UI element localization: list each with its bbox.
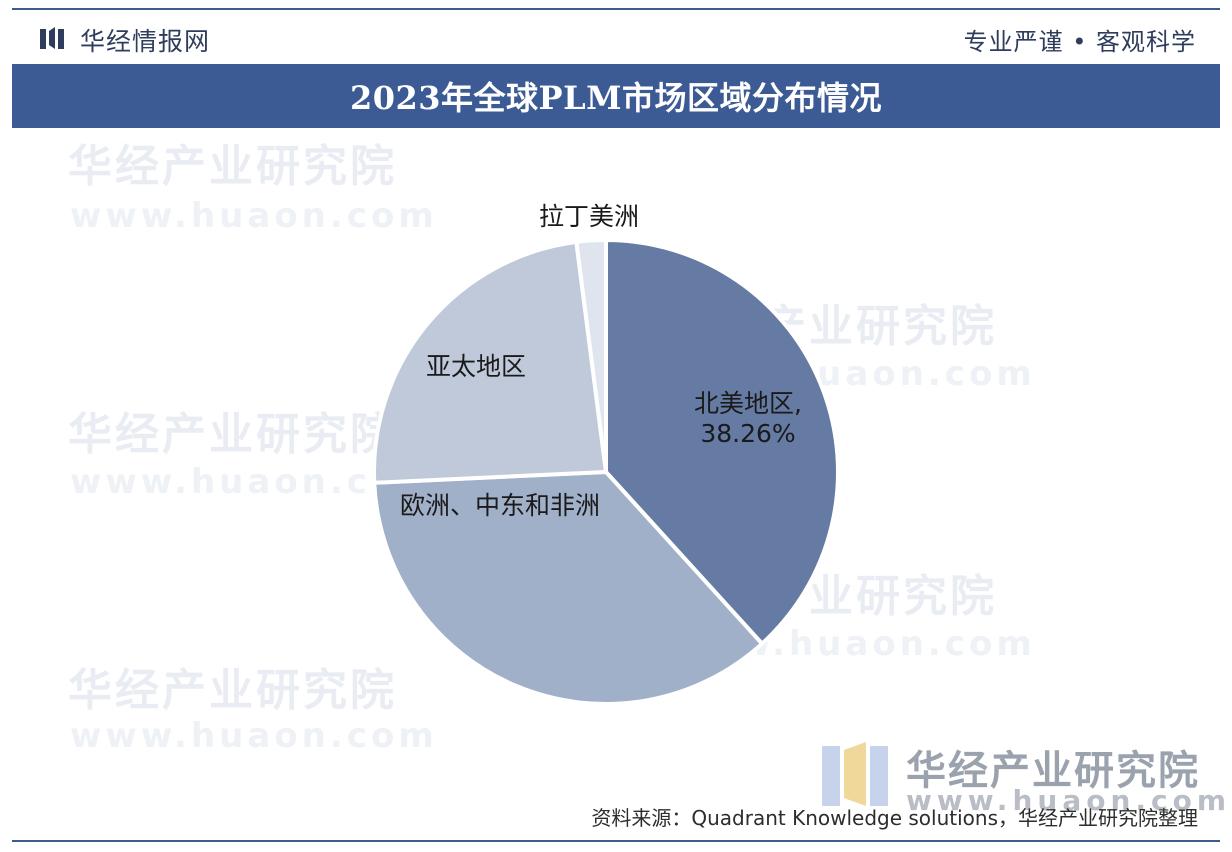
pie-slice [574,238,608,474]
slice-label: 欧洲、中东和非洲 [400,491,600,520]
watermark-brand-url: www.huaon.com [906,784,1232,817]
slice-value-label: 38.26% [700,419,795,448]
slogan: 专业严谨 • 客观科学 [963,28,1196,56]
slice-label: 北美地区, [694,389,802,418]
chart-title: 2023年全球PLM市场区域分布情况 [349,79,883,117]
brand-name: 华经情报网 [80,27,211,56]
title-bar: 2023年全球PLM市场区域分布情况 [12,64,1220,128]
brand-watermark-logo-icon [822,742,888,806]
slice-label: 亚太地区 [426,352,526,381]
pie-slice [604,238,840,646]
pie-slice [372,470,765,706]
source-note: 资料来源：Quadrant Knowledge solutions，华经产业研究… [591,806,1198,830]
header: 华经情报网 专业严谨 • 客观科学 [0,0,1232,62]
chart-frame [12,8,1220,842]
brand-logo-icon [40,27,64,49]
pie-slice [372,239,608,485]
slice-label: 拉丁美洲 [539,202,639,231]
watermark-brand: 华经产业研究院 [906,748,1200,794]
